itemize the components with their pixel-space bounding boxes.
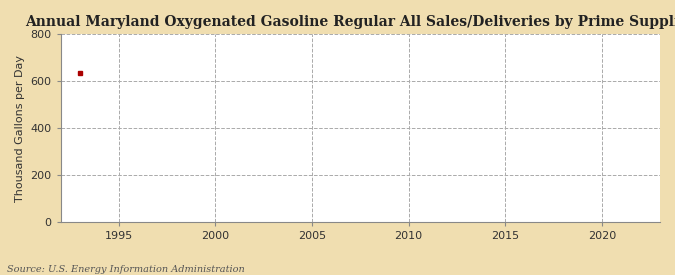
Y-axis label: Thousand Gallons per Day: Thousand Gallons per Day [15, 54, 25, 202]
Text: Source: U.S. Energy Information Administration: Source: U.S. Energy Information Administ… [7, 265, 244, 274]
Title: Annual Maryland Oxygenated Gasoline Regular All Sales/Deliveries by Prime Suppli: Annual Maryland Oxygenated Gasoline Regu… [25, 15, 675, 29]
